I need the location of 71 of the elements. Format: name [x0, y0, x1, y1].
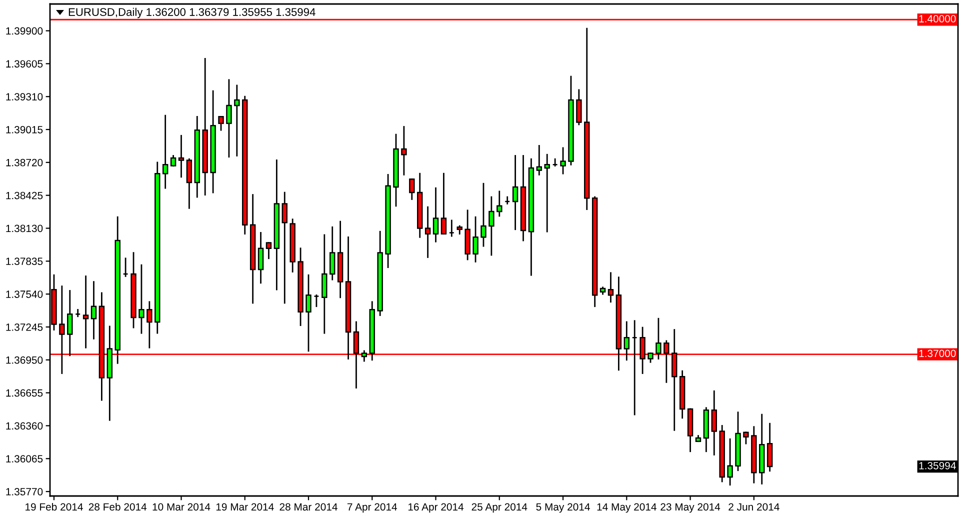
y-tick-label: 1.39310: [6, 93, 43, 100]
candlestick: [711, 390, 717, 456]
x-tick-label: 19 Mar 2014: [216, 503, 274, 511]
candlestick: [424, 206, 431, 258]
x-tick-label: 19 Feb 2014: [26, 502, 83, 511]
candlestick: [226, 79, 232, 158]
x-tick-label: 28 Feb 2014: [88, 502, 147, 511]
x-tick-label: 16 Apr 2014: [408, 503, 464, 513]
candlestick: [608, 272, 614, 303]
candlestick: [743, 432, 749, 444]
candlestick: [409, 178, 415, 200]
x-tick-label: 25 Apr 2014: [472, 503, 528, 513]
candlestick: [67, 290, 73, 356]
y-tick-label: 1.38720: [6, 158, 43, 166]
y-tick-label: 1.36360: [6, 422, 43, 430]
x-tick-label: 2 Jun 2014: [728, 503, 780, 511]
candlestick: [576, 89, 582, 126]
y-tick-label: 1.38425: [6, 192, 43, 200]
candlestick: [401, 126, 407, 176]
x-tick-label: 10 Mar 2014: [152, 503, 210, 511]
x-tick-label: 23 May 2014: [660, 503, 720, 513]
candlestick: [536, 144, 542, 176]
candlestick: [90, 281, 97, 340]
candlestick: [432, 187, 439, 242]
candlestick: [766, 422, 773, 472]
text: 1.35994: [919, 462, 956, 470]
ref-line-label: 1.40000: [919, 15, 956, 22]
y-tick-label: 1.37245: [6, 323, 43, 331]
y-tick-label: 1.39900: [6, 27, 43, 35]
candlestick: [322, 234, 328, 334]
candlestick: [480, 182, 486, 247]
candlestick: [560, 147, 566, 174]
y-tick-label: 1.36065: [6, 455, 43, 463]
candlestick: [186, 158, 192, 209]
x-tick-label: 5 May 2014: [536, 503, 590, 513]
candlestick: [727, 438, 733, 486]
candlestick: [282, 192, 288, 304]
y-tick-label: 1.35770: [6, 488, 43, 496]
y-tick-label: 1.36950: [6, 356, 43, 364]
y-tick-label: 1.39605: [6, 60, 43, 68]
candlestick: [330, 226, 336, 280]
candlestick: [234, 84, 240, 156]
candlestick: [306, 274, 312, 352]
candlestick: [656, 318, 662, 360]
x-tick-label: 7 Apr 2014: [347, 503, 398, 513]
candlestick: [472, 216, 478, 262]
candlestick: [266, 242, 272, 260]
candlestick: [162, 114, 168, 189]
candlestick: [496, 190, 502, 217]
y-tick-label: 1.36655: [6, 389, 43, 397]
candlestick: [440, 172, 447, 235]
candlestick: [170, 155, 176, 166]
y-tick-label: 1.38130: [6, 224, 43, 232]
candlestick: [82, 276, 89, 348]
y-tick-label: 1.39015: [6, 126, 43, 134]
x-tick-label: 28 Mar 2014: [280, 503, 338, 511]
x-tick-label: 14 May 2014: [597, 503, 656, 513]
candlestick: [544, 154, 550, 232]
candlestick: [512, 155, 518, 230]
y-tick-label: 1.37540: [6, 290, 43, 298]
candlestick: [488, 196, 494, 256]
candlestick: [138, 264, 144, 334]
ref-line-label: 1.37000: [919, 350, 956, 358]
candlestick: [218, 116, 224, 131]
candlestick: [178, 134, 184, 178]
y-tick-label: 1.37835: [6, 258, 43, 266]
candlestick: [258, 232, 264, 284]
candlestick: [624, 321, 630, 361]
candlestick: [146, 301, 152, 348]
chart-title: EURUSD,Daily 1.36200 1.36379 1.35955 1.35994: [68, 8, 316, 18]
candlestick: [361, 350, 368, 362]
